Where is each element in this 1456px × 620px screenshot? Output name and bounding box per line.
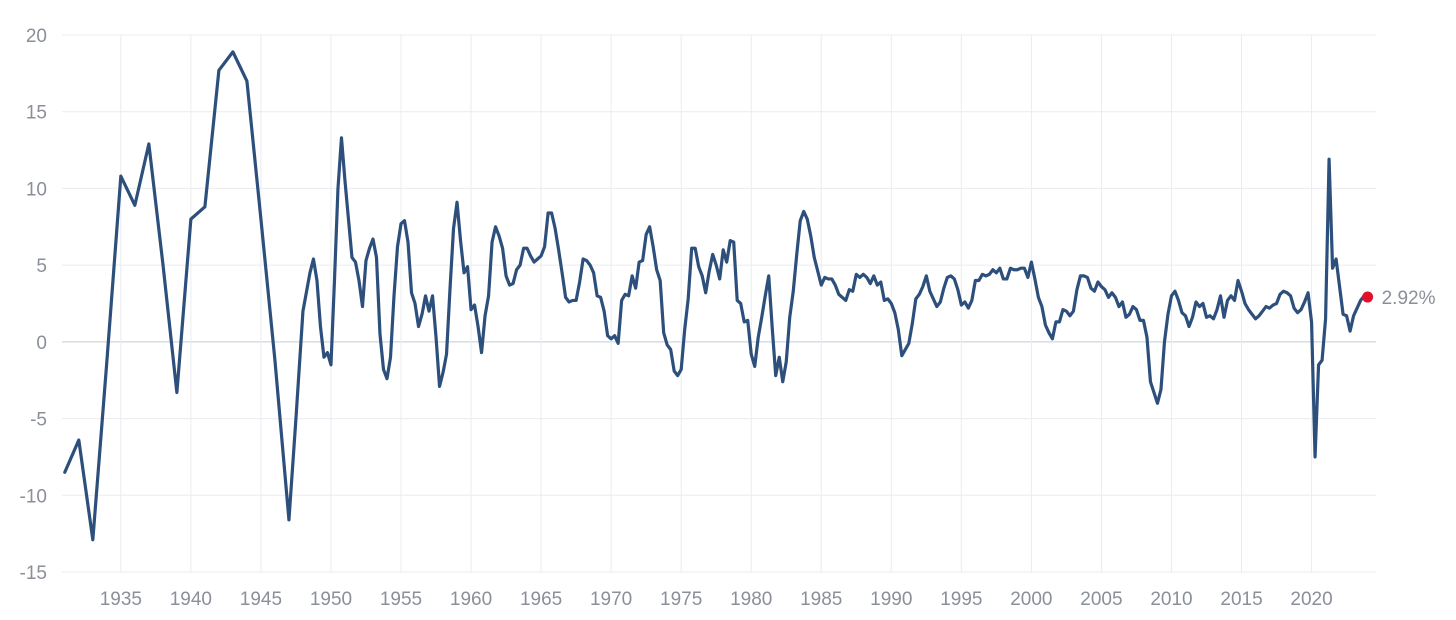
x-tick-label: 1970 [590, 589, 632, 610]
x-tick-label: 1945 [240, 589, 282, 610]
y-tick-label: 15 [26, 103, 47, 124]
x-tick-label: 1980 [730, 589, 772, 610]
x-tick-label: 2000 [1010, 589, 1052, 610]
last-point-label: 2.92% [1382, 288, 1436, 309]
x-tick-label: 1995 [940, 589, 982, 610]
x-tick-label: 1950 [310, 589, 352, 610]
x-tick-label: 2010 [1150, 589, 1192, 610]
x-tick-label: 1985 [800, 589, 842, 610]
x-tick-label: 2015 [1220, 589, 1262, 610]
x-tick-label: 2020 [1290, 589, 1332, 610]
x-tick-label: 1960 [450, 589, 492, 610]
x-axis-ticks: 1935 1940 1945 1950 1955 1960 1965 1970 1975 1980… [100, 589, 1333, 610]
y-tick-label: 10 [26, 179, 47, 200]
x-tick-label: 1935 [100, 589, 142, 610]
series-line [63, 50, 1370, 542]
x-tick-label: 1940 [170, 589, 212, 610]
x-tick-label: 1955 [380, 589, 422, 610]
x-tick-label: 1990 [870, 589, 912, 610]
y-tick-label: -5 [30, 410, 47, 431]
y-axis-ticks: 20 15 10 5 0 -5 -10 -15 [20, 26, 47, 584]
last-point-group: 2.92% [1362, 288, 1436, 309]
y-tick-label: -10 [20, 486, 47, 507]
y-tick-label: 20 [26, 26, 47, 47]
x-tick-label: 1965 [520, 589, 562, 610]
last-point-marker [1362, 291, 1374, 303]
series-group [63, 50, 1370, 542]
y-tick-label: -15 [20, 563, 47, 584]
y-tick-label: 5 [36, 256, 47, 277]
x-tick-label: 2005 [1080, 589, 1122, 610]
x-tick-label: 1975 [660, 589, 702, 610]
y-tick-label: 0 [36, 333, 47, 354]
